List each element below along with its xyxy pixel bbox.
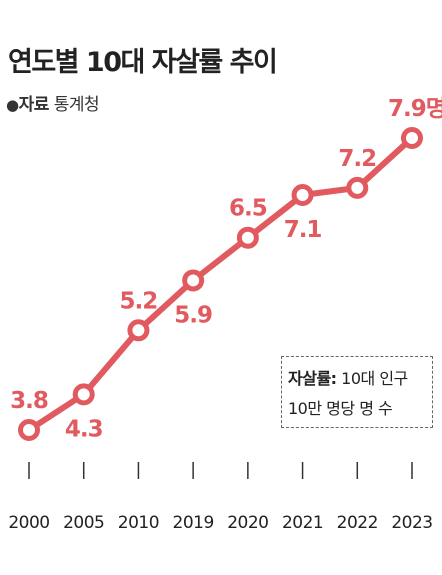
x-tick-label-2021: 2021	[282, 513, 323, 533]
x-tick-label-2023: 2023	[391, 513, 432, 533]
x-tick-label-2010: 2010	[118, 513, 159, 533]
source-bullet: ●	[6, 96, 19, 114]
x-tick-label-2020: 2020	[227, 513, 268, 533]
data-point-2020	[236, 226, 259, 249]
data-point-2023	[401, 127, 423, 149]
source-line: ●자료 통계청	[6, 90, 100, 115]
data-label-2023: 7.9명	[388, 96, 442, 122]
x-tick-label-2019: 2019	[173, 513, 214, 533]
data-label-2010: 5.2	[120, 288, 158, 314]
note-line-1: 자살률: 10대 인구	[288, 364, 432, 394]
data-point-2010	[127, 319, 150, 342]
data-point-2000	[18, 419, 40, 441]
data-label-2022: 7.2	[338, 146, 376, 172]
data-label-2019: 5.9	[174, 302, 212, 328]
data-point-2005	[72, 383, 95, 406]
note-term: 자살률:	[288, 369, 337, 388]
data-point-2022	[346, 176, 369, 199]
x-tick-label-2005: 2005	[63, 513, 104, 533]
note-line-2: 10만 명당 명 수	[288, 399, 393, 418]
data-label-2021: 7.1	[284, 217, 322, 243]
note-line-1-rest: 10대 인구	[341, 369, 408, 388]
definition-note: 자살률: 10대 인구 10만 명당 명 수	[281, 356, 433, 428]
data-point-2019	[182, 269, 205, 292]
chart-title: 연도별 10대 자살률 추이	[8, 47, 278, 78]
source-label: 자료	[18, 95, 50, 115]
source-value: 통계청	[53, 95, 100, 115]
data-label-2000: 3.8	[10, 388, 48, 414]
x-tick-label-2000: 2000	[8, 513, 49, 533]
data-label-2020: 6.5	[229, 196, 267, 222]
data-point-2021	[291, 183, 314, 206]
data-label-2005: 4.3	[65, 416, 103, 442]
x-tick-label-2022: 2022	[337, 513, 378, 533]
